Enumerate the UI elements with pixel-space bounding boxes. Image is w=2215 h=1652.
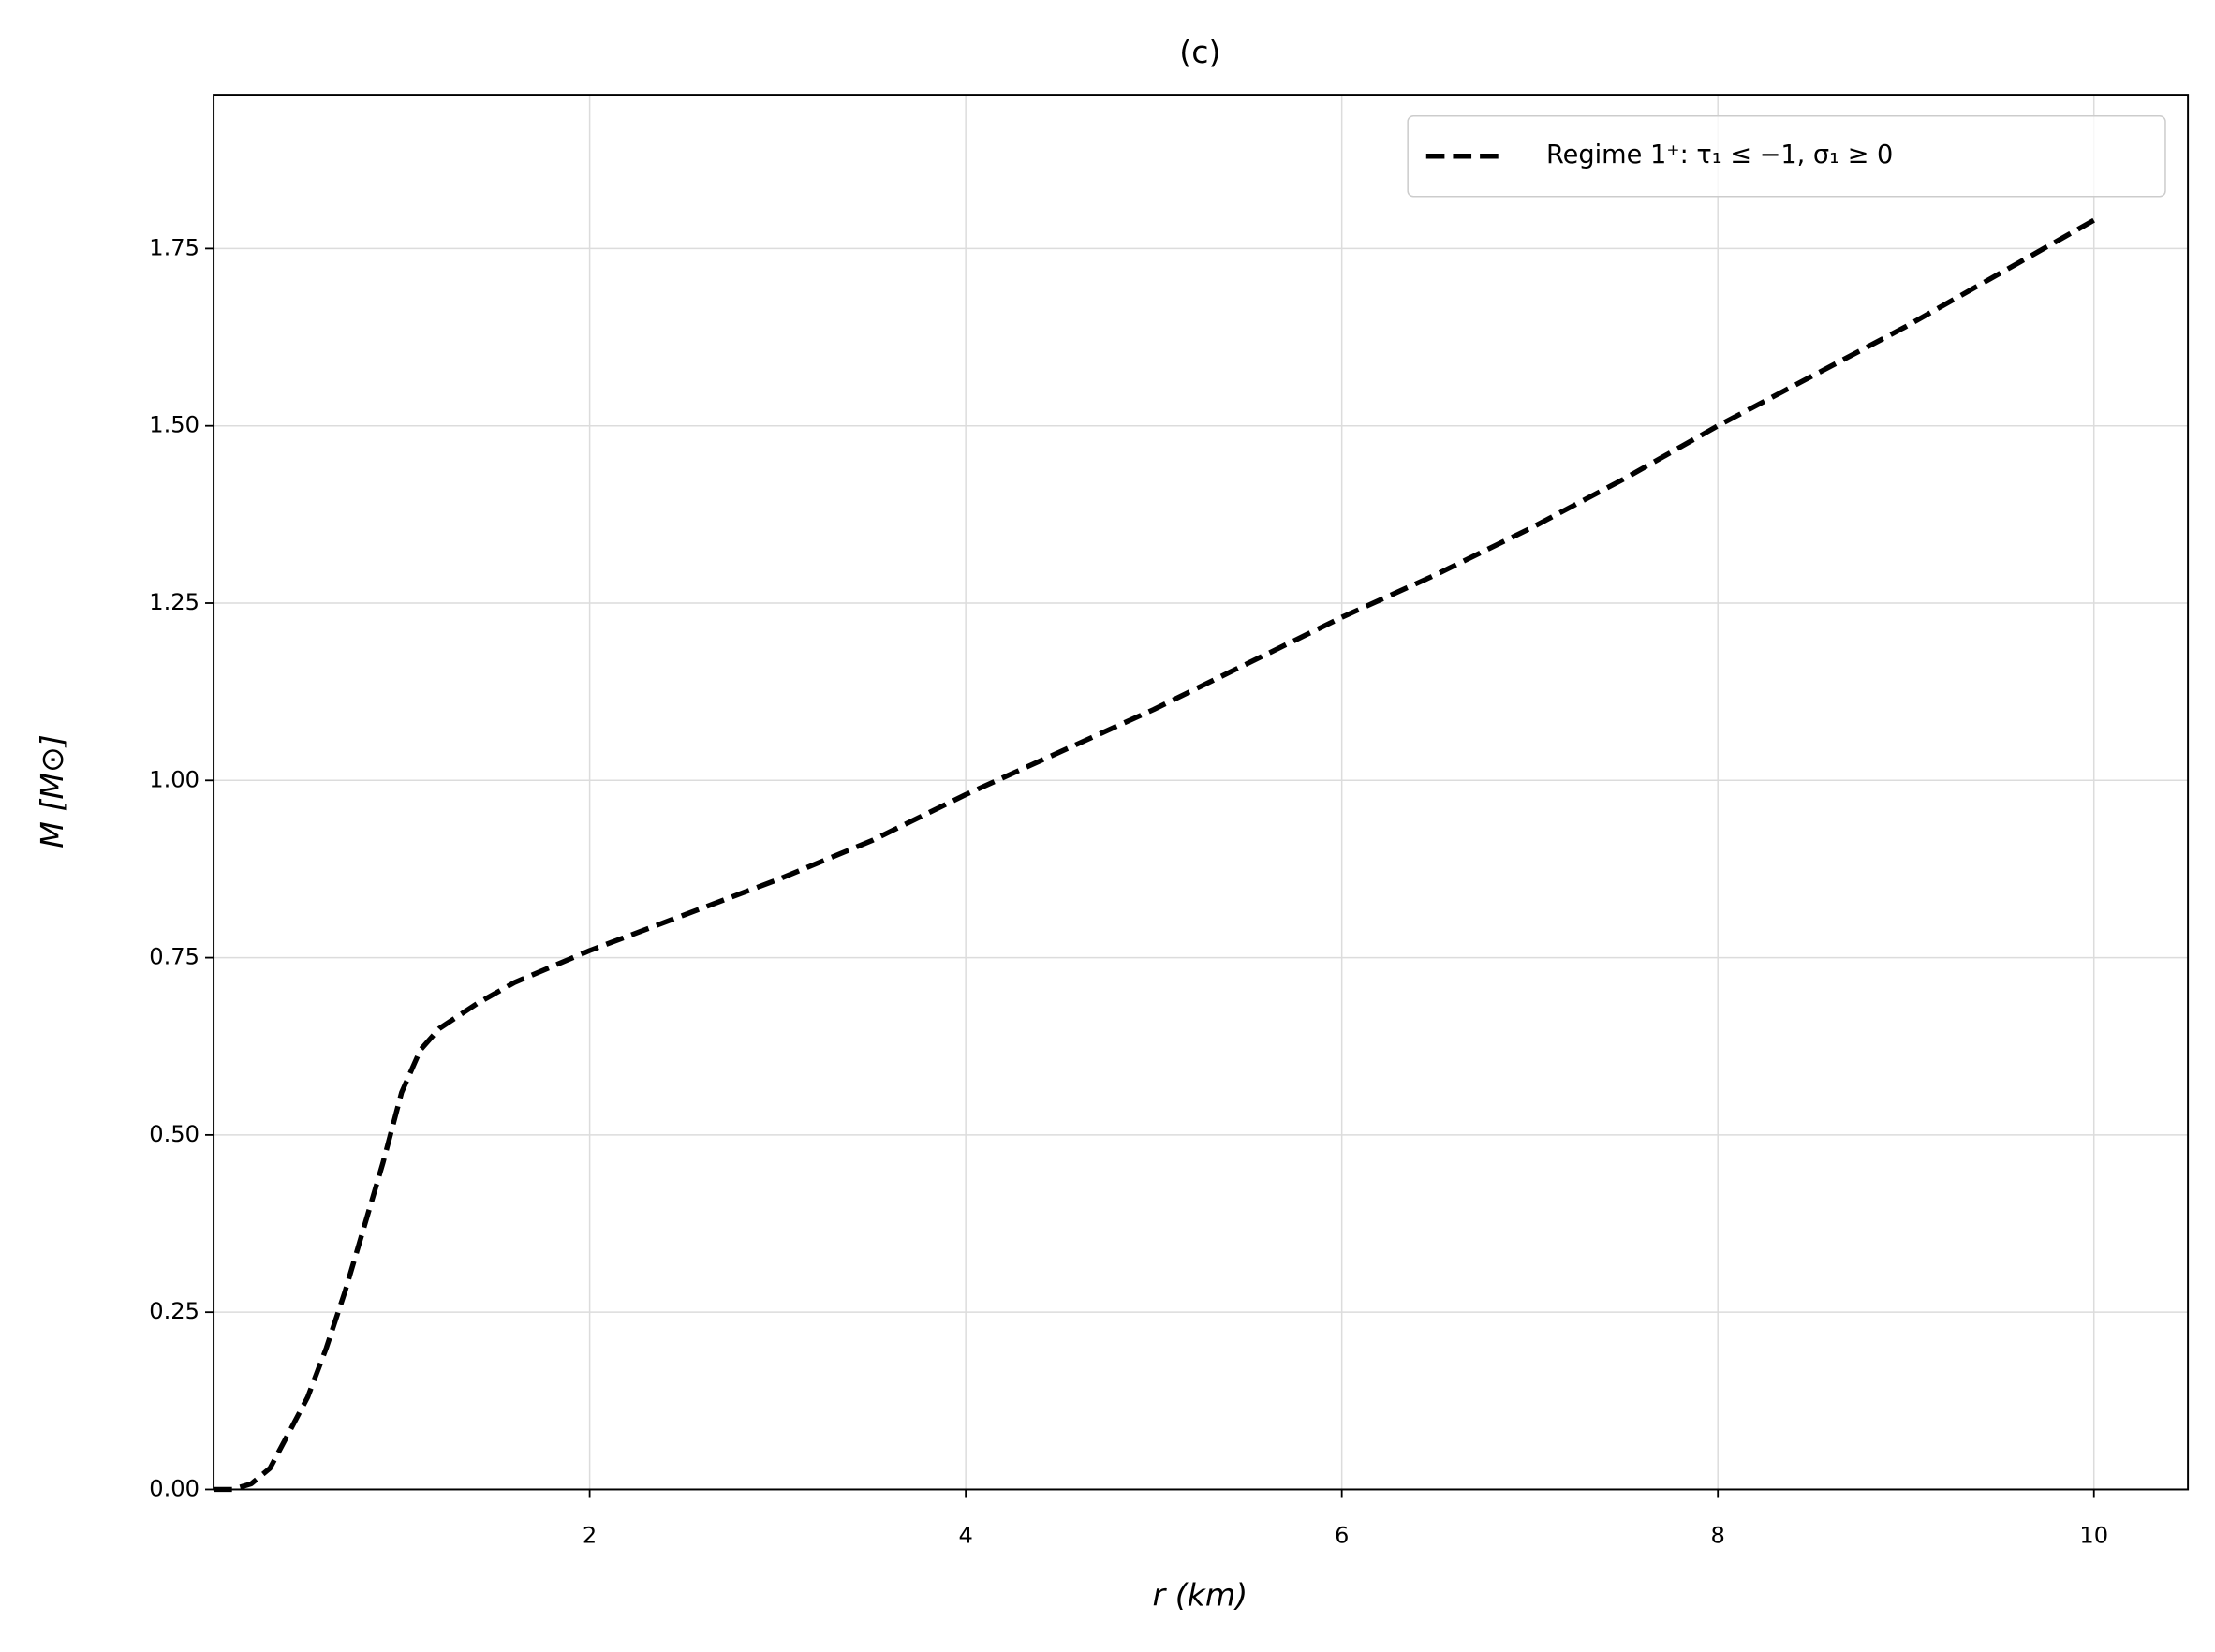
y-axis-label: M [M⊙]	[34, 734, 70, 848]
x-tick-label: 10	[2079, 1522, 2108, 1548]
y-tick-label: 0.50	[149, 1121, 199, 1147]
y-tick-label: 1.25	[149, 589, 199, 615]
x-tick-label: 8	[1711, 1522, 1725, 1548]
x-axis-label: r (km)	[1153, 1577, 1248, 1614]
y-tick-label: 0.75	[149, 944, 199, 970]
y-tick-label: 1.75	[149, 234, 199, 260]
data-line	[214, 217, 2096, 1493]
x-tick-label: 4	[958, 1522, 972, 1548]
x-tick-label: 6	[1335, 1522, 1349, 1548]
axes-frame	[213, 94, 2190, 1491]
legend: Regime 1⁺: τ₁ ≤ −1, σ₁ ≥ 0	[1407, 114, 2166, 198]
y-tick-label: 0.25	[149, 1298, 199, 1324]
x-tick-label: 2	[583, 1522, 597, 1548]
y-tick-label: 0.00	[149, 1475, 199, 1501]
chart-title: (c)	[1179, 34, 1220, 70]
legend-label: Regime 1⁺: τ₁ ≤ −1, σ₁ ≥ 0	[1546, 140, 1893, 170]
plot-area	[214, 217, 2096, 1493]
y-tick-label: 1.50	[149, 412, 199, 438]
legend-box	[1407, 114, 2166, 198]
y-tick-label: 1.00	[149, 766, 199, 792]
